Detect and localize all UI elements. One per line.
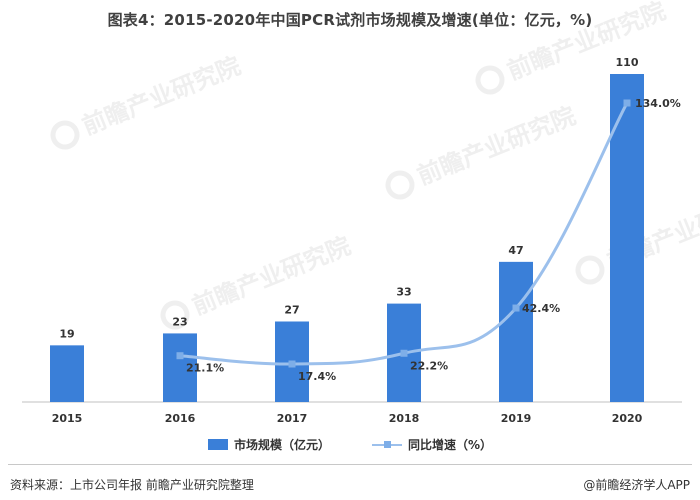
- watermark-text: 前瞻产业研究院: [188, 232, 354, 321]
- watermark-text: 前瞻产业研究院: [503, 0, 669, 85]
- watermark-text: 前瞻产业研究院: [78, 52, 244, 141]
- watermark-logo: [385, 170, 415, 200]
- brand-credit: @前瞻经济学人APP: [583, 478, 690, 492]
- watermark: 前瞻产业研究院: [50, 52, 245, 150]
- legend-item-bars: 市场规模（亿元）: [207, 436, 330, 453]
- bar-value-label-2018: 33: [396, 286, 411, 299]
- legend-bar-label: 市场规模（亿元）: [233, 438, 330, 452]
- x-tick-label-2016: 2016: [165, 412, 196, 425]
- legend-item-line: 同比增速（%）: [371, 436, 493, 453]
- watermark-logo: [50, 120, 80, 150]
- growth-label-2018: 22.2%: [410, 359, 448, 372]
- watermark-logo: [575, 255, 605, 285]
- bar-2015: [50, 345, 84, 402]
- watermark: 前瞻产业研究院: [385, 102, 580, 200]
- growth-label-2019: 42.4%: [522, 302, 560, 315]
- bar-value-label-2019: 47: [508, 244, 523, 257]
- source-note: 资料来源：上市公司年报 前瞻产业研究院整理: [10, 478, 254, 492]
- bar-2016: [163, 333, 197, 402]
- growth-label-2017: 17.4%: [298, 370, 336, 383]
- growth-label-2020: 134.0%: [635, 97, 681, 110]
- growth-label-2016: 21.1%: [186, 362, 224, 375]
- x-tick-label-2019: 2019: [501, 412, 532, 425]
- x-tick-label-2020: 2020: [612, 412, 643, 425]
- bar-value-label-2015: 19: [59, 327, 74, 340]
- chart-title: 图表4：2015-2020年中国PCR试剂市场规模及增速(单位：亿元，%): [107, 11, 593, 29]
- growth-point-2020: [623, 99, 631, 107]
- x-tick-label-2017: 2017: [277, 412, 308, 425]
- watermark-logo: [475, 65, 505, 95]
- x-tick-label-2015: 2015: [52, 412, 83, 425]
- x-tick-label-2018: 2018: [389, 412, 420, 425]
- legend-bar-swatch: [207, 439, 228, 450]
- growth-point-2018: [400, 349, 408, 357]
- bar-value-label-2016: 23: [172, 315, 187, 328]
- bar-value-label-2020: 110: [616, 56, 639, 69]
- legend-line-label: 同比增速（%）: [407, 438, 493, 452]
- growth-point-2017: [288, 360, 296, 368]
- watermark-logo: [160, 300, 190, 330]
- chart-legend: 市场规模（亿元） 同比增速（%）: [0, 436, 700, 453]
- growth-point-2016: [176, 352, 184, 360]
- footer-divider: [8, 464, 692, 465]
- watermark: 前瞻产业研究院: [160, 232, 355, 330]
- growth-point-2019: [512, 304, 520, 312]
- watermark-text: 前瞻产业研究院: [413, 102, 579, 191]
- bar-2020: [610, 74, 644, 402]
- growth-rate-line: [178, 101, 629, 366]
- bar-value-label-2017: 27: [284, 303, 299, 316]
- bar-2019: [499, 261, 533, 402]
- legend-line-swatch: [371, 439, 402, 450]
